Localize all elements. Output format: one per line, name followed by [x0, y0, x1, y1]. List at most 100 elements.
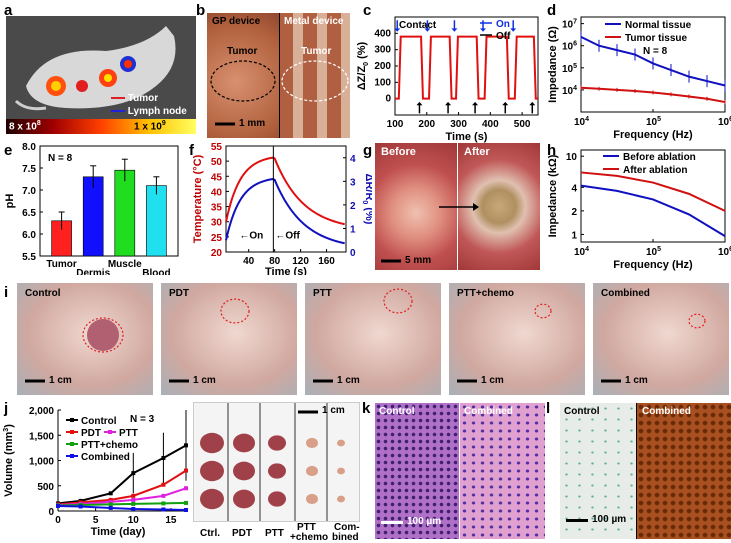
chart-h-ablation-impedance: 104 105 106 1 2 4 10 Frequency (Hz) Impedance (k…: [547, 149, 731, 271]
excised-tumors-labels: Ctrl. PDT PTT PTT +chemo Com- bined: [192, 522, 362, 543]
ylabel-j: Volume (mm3): [3, 424, 15, 497]
treatment-photo-pdt: PDT 1 cm: [161, 283, 297, 395]
ytick2-label-f: 1: [350, 224, 356, 235]
legend-marker-j: [108, 430, 112, 434]
ytick-label-j: 2,000: [29, 406, 54, 417]
tumor-circle: [220, 298, 250, 324]
contact-label: Contact: [399, 20, 437, 31]
ylabel-h: Impedance (kΩ): [547, 154, 559, 237]
excised-tumor: [233, 489, 255, 509]
panel-label-g: g: [363, 142, 373, 159]
ihc-stain-photos: Control Combined 100 µm: [560, 403, 731, 539]
colorbar-min: 8 x 10: [9, 121, 37, 133]
on-arrow-head: [510, 28, 517, 32]
panel-label-i: i: [4, 284, 9, 301]
legend-marker-j: [70, 454, 74, 458]
treatment-photo-control: Control 1 cm: [17, 283, 153, 395]
group-pdt: PDT: [232, 528, 252, 539]
legend-marker-j: [70, 430, 74, 434]
excised-tumor: [306, 493, 318, 505]
excised-tumor: [200, 460, 224, 482]
panel-label-c: c: [363, 2, 372, 19]
series-line-h-1: [580, 171, 726, 212]
treatment-photo-ptt: PTT 1 cm: [305, 283, 441, 395]
legend-lymph: Lymph node: [127, 106, 187, 117]
scalebar-label-i: 1 cm: [337, 375, 360, 386]
ytick-label-f: 45: [211, 172, 223, 183]
tumor-label-gp: Tumor: [227, 46, 258, 57]
xtick-label-j: 15: [165, 515, 177, 526]
plot-frame-h: [580, 149, 726, 243]
ytick-label-j: 1,500: [29, 431, 54, 442]
chart-f-temperature: 20 25 30 35 40 45 50 55 0 1 2 3 4 40 80 120 160 Time (s) T…: [192, 142, 372, 275]
panel-label-f: f: [189, 142, 194, 159]
ihc-control-photo: [560, 403, 636, 539]
excised-tumor: [337, 495, 345, 503]
ylabel-d: Impedance (Ω): [547, 26, 559, 103]
category-label-e: Tumor: [46, 259, 76, 270]
xtick-label-c: 100: [387, 119, 404, 130]
xlabel-f: Time (s): [265, 266, 307, 275]
series-line-d-1: [580, 86, 726, 104]
xtick-label-j: 0: [55, 515, 61, 526]
he-control-label: Control: [379, 406, 415, 417]
chart-c-impedance-contact: 0 100 200 300 400 100 200 300 400 500 Time (s) ΔZ/Z…: [356, 16, 539, 143]
legend-on: On: [496, 19, 510, 30]
ytick-label-c: 300: [374, 45, 391, 56]
treatment-label: PTT: [313, 288, 332, 299]
point-j: [131, 497, 136, 502]
ytick2-label-f: 3: [350, 177, 356, 188]
scalebar-label-g: 5 mm: [405, 255, 432, 266]
off-label-f: ←Off: [275, 230, 300, 241]
point-j: [108, 491, 113, 496]
treatment-photo-pttchemo: PTT+chemo 1 cm: [449, 283, 585, 395]
group-ptt: PTT: [265, 528, 284, 539]
point-j: [78, 504, 83, 509]
treatment-photo-combined: Combined 1 cm: [593, 283, 729, 395]
panel-label-e: e: [4, 142, 13, 159]
group-combined-2: bined: [332, 532, 359, 543]
point-j: [108, 497, 113, 502]
excised-tumor: [268, 463, 286, 479]
tumor-circle: [688, 313, 706, 329]
scalebar-label-b: 1 mm: [239, 118, 266, 129]
legend-label-j: Combined: [81, 452, 130, 463]
scalebar-label-i: 1 cm: [481, 375, 504, 386]
point-j: [131, 493, 136, 498]
treatment-label: PTT+chemo: [457, 288, 514, 299]
he-stain-photos: Control Combined 100 µm: [375, 403, 545, 539]
panel-label-b: b: [196, 2, 206, 19]
excised-tumor: [337, 467, 345, 475]
series-line-h-0: [580, 184, 726, 238]
xlabel-d: Frequency (Hz): [613, 129, 693, 141]
panel-label-l: l: [546, 400, 551, 417]
mouse-image: [14, 26, 176, 111]
legend-off: Off: [496, 31, 511, 42]
point-j: [184, 500, 188, 505]
group-pttchemo-2: +chemo: [290, 532, 329, 543]
ytick-label-f: 50: [211, 157, 223, 168]
ylabel-c: ΔZ/Z0 (%): [356, 41, 370, 90]
legend-tumor: Tumor: [127, 93, 159, 104]
category-label-e: Muscle: [108, 259, 142, 270]
tumor-mass: [87, 319, 119, 351]
ytick-label-c: 200: [374, 61, 391, 72]
he-control-photo: [375, 403, 459, 539]
legend-marker-j: [70, 418, 74, 422]
category-label-e: Dermis: [76, 268, 110, 275]
series-line-j-3: [57, 501, 187, 507]
xtick-label-c: 500: [514, 119, 531, 130]
off-arrow-head: [445, 101, 452, 106]
ytick-label-e: 5.5: [22, 252, 36, 263]
legend-marker-j: [70, 442, 74, 446]
legend-label-j: PDT: [81, 428, 101, 439]
group-ctrl: Ctrl.: [200, 528, 220, 539]
ihc-combined-photo: [637, 403, 731, 539]
colorbar: [6, 119, 196, 134]
xtick-label-c: 400: [482, 119, 499, 130]
excised-tumor: [306, 465, 318, 477]
ytick-label-d: 105: [562, 63, 577, 75]
legend-label-d: Normal tissue: [625, 20, 692, 31]
panel-label-j: j: [4, 400, 9, 417]
category-label-e: Blood: [142, 268, 170, 275]
